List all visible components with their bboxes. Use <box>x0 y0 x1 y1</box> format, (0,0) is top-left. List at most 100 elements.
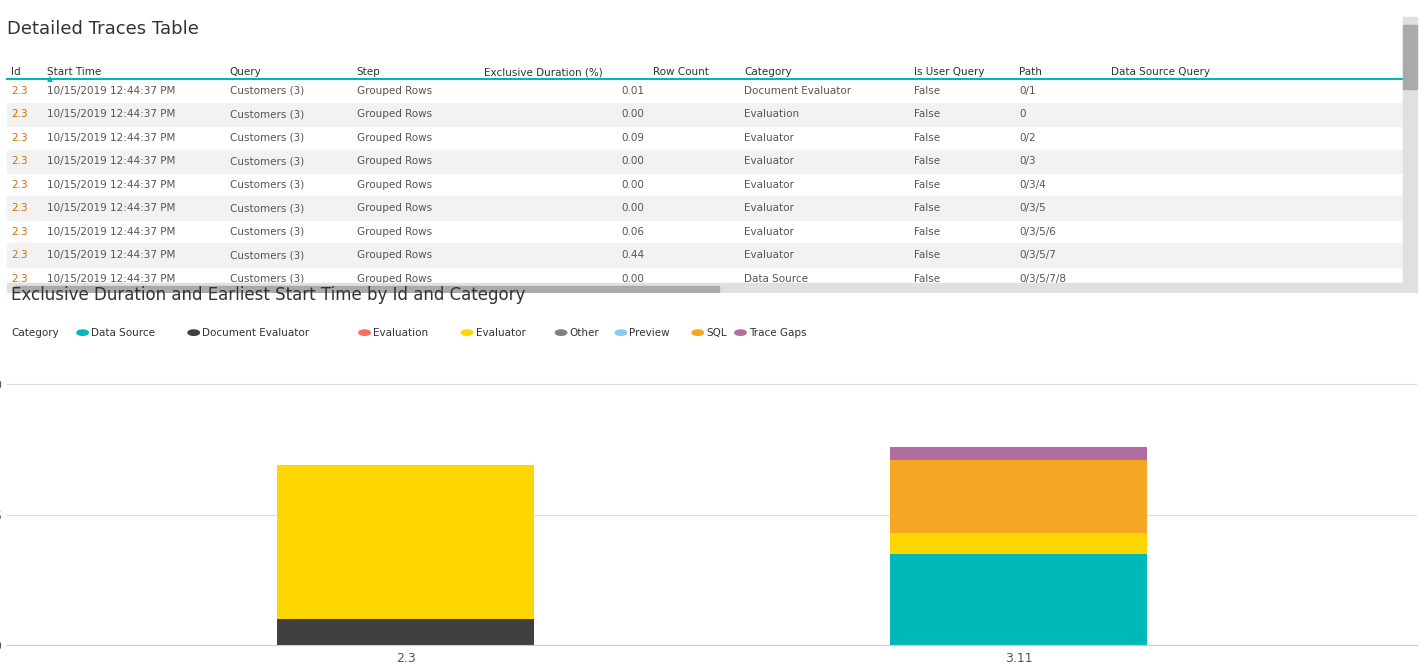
Text: Customers (3): Customers (3) <box>229 179 305 190</box>
Text: SQL: SQL <box>706 328 726 337</box>
Text: ◄: ◄ <box>10 288 16 294</box>
Text: 0/3/5/7: 0/3/5/7 <box>1020 250 1057 260</box>
Text: 10/15/2019 12:44:37 PM: 10/15/2019 12:44:37 PM <box>47 110 175 119</box>
Text: 2.3: 2.3 <box>11 250 28 260</box>
Text: 2.3: 2.3 <box>11 157 28 166</box>
Text: 10/15/2019 12:44:37 PM: 10/15/2019 12:44:37 PM <box>47 86 175 95</box>
Text: Evaluator: Evaluator <box>476 328 525 337</box>
Text: False: False <box>914 110 940 119</box>
Text: Exclusive Duration (%): Exclusive Duration (%) <box>484 67 602 77</box>
Text: Document Evaluator: Document Evaluator <box>202 328 309 337</box>
Text: False: False <box>914 86 940 95</box>
Text: Exclusive Duration and Earliest Start Time by Id and Category: Exclusive Duration and Earliest Start Ti… <box>11 286 525 304</box>
Text: Category: Category <box>11 328 60 337</box>
Bar <box>7 283 1403 298</box>
Text: Evaluator: Evaluator <box>745 203 795 213</box>
Text: Evaluator: Evaluator <box>745 226 795 237</box>
Text: 0.44: 0.44 <box>621 250 644 260</box>
Text: Grouped Rows: Grouped Rows <box>357 274 431 284</box>
Text: False: False <box>914 133 940 142</box>
Text: 2.3: 2.3 <box>11 179 28 190</box>
Text: 0: 0 <box>1020 110 1025 119</box>
Text: Customers (3): Customers (3) <box>229 86 305 95</box>
Bar <box>7 103 1403 126</box>
Bar <box>1403 17 1417 293</box>
Text: Grouped Rows: Grouped Rows <box>357 226 431 237</box>
Text: Start Time: Start Time <box>47 67 101 77</box>
Text: Query: Query <box>229 67 262 77</box>
Bar <box>890 447 1148 460</box>
Text: Customers (3): Customers (3) <box>229 274 305 284</box>
Text: Other: Other <box>570 328 600 337</box>
Text: Evaluator: Evaluator <box>745 157 795 166</box>
Text: False: False <box>914 203 940 213</box>
Text: 10/15/2019 12:44:37 PM: 10/15/2019 12:44:37 PM <box>47 179 175 190</box>
Text: Detailed Traces Table: Detailed Traces Table <box>7 19 199 38</box>
Bar <box>7 149 1403 173</box>
Text: Grouped Rows: Grouped Rows <box>357 86 431 95</box>
Text: Grouped Rows: Grouped Rows <box>357 250 431 260</box>
Bar <box>7 243 1403 267</box>
Text: ▲: ▲ <box>1407 18 1413 24</box>
Text: 2.3: 2.3 <box>11 110 28 119</box>
Text: Customers (3): Customers (3) <box>229 226 305 237</box>
Text: False: False <box>914 274 940 284</box>
Text: Customers (3): Customers (3) <box>229 133 305 142</box>
Text: ▼: ▼ <box>1407 286 1413 292</box>
Text: Row Count: Row Count <box>652 67 709 77</box>
Text: Data Source Query: Data Source Query <box>1111 67 1210 77</box>
Bar <box>276 465 534 619</box>
Text: 2.3: 2.3 <box>11 86 28 95</box>
Text: 0.00: 0.00 <box>621 110 644 119</box>
Text: 0.00: 0.00 <box>621 157 644 166</box>
Text: Evaluation: Evaluation <box>373 328 429 337</box>
Text: Data Source: Data Source <box>91 328 155 337</box>
Text: False: False <box>914 226 940 237</box>
Text: 0.00: 0.00 <box>621 179 644 190</box>
Text: 10/15/2019 12:44:37 PM: 10/15/2019 12:44:37 PM <box>47 250 175 260</box>
Text: Trace Gaps: Trace Gaps <box>749 328 806 337</box>
Bar <box>276 619 534 645</box>
Text: Customers (3): Customers (3) <box>229 203 305 213</box>
Text: ▲: ▲ <box>47 74 53 83</box>
Text: 0.09: 0.09 <box>621 133 644 142</box>
Text: Evaluator: Evaluator <box>745 250 795 260</box>
Text: 0.06: 0.06 <box>621 226 644 237</box>
Text: Evaluator: Evaluator <box>745 133 795 142</box>
Text: 0.00: 0.00 <box>621 274 644 284</box>
Text: 10/15/2019 12:44:37 PM: 10/15/2019 12:44:37 PM <box>47 226 175 237</box>
Text: 0/2: 0/2 <box>1020 133 1035 142</box>
Text: ►: ► <box>1394 288 1400 294</box>
Text: 10/15/2019 12:44:37 PM: 10/15/2019 12:44:37 PM <box>47 274 175 284</box>
Text: Grouped Rows: Grouped Rows <box>357 157 431 166</box>
Text: 0/1: 0/1 <box>1020 86 1035 95</box>
Bar <box>1403 25 1417 89</box>
Text: Customers (3): Customers (3) <box>229 110 305 119</box>
Bar <box>890 460 1148 533</box>
Text: Customers (3): Customers (3) <box>229 250 305 260</box>
Text: Data Source: Data Source <box>745 274 809 284</box>
Text: Preview: Preview <box>629 328 671 337</box>
Bar <box>890 533 1148 554</box>
Bar <box>890 554 1148 645</box>
Text: False: False <box>914 157 940 166</box>
Text: False: False <box>914 179 940 190</box>
Text: Grouped Rows: Grouped Rows <box>357 110 431 119</box>
Text: Grouped Rows: Grouped Rows <box>357 203 431 213</box>
Text: False: False <box>914 250 940 260</box>
Text: 10/15/2019 12:44:37 PM: 10/15/2019 12:44:37 PM <box>47 133 175 142</box>
Text: Evaluator: Evaluator <box>745 179 795 190</box>
Text: Path: Path <box>1020 67 1042 77</box>
Text: Category: Category <box>745 67 792 77</box>
Bar <box>14 286 719 296</box>
Bar <box>7 196 1403 220</box>
Text: 2.3: 2.3 <box>11 226 28 237</box>
Text: 0/3/5/6: 0/3/5/6 <box>1020 226 1057 237</box>
Text: Document Evaluator: Document Evaluator <box>745 86 852 95</box>
Text: 10/15/2019 12:44:37 PM: 10/15/2019 12:44:37 PM <box>47 203 175 213</box>
Text: Is User Query: Is User Query <box>914 67 984 77</box>
Text: Customers (3): Customers (3) <box>229 157 305 166</box>
Text: 0/3/4: 0/3/4 <box>1020 179 1047 190</box>
Text: 0/3/5: 0/3/5 <box>1020 203 1047 213</box>
Text: 0.00: 0.00 <box>621 203 644 213</box>
